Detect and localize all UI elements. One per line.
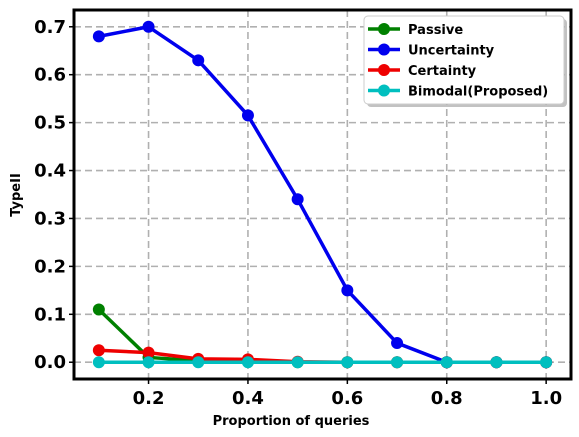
x-tick-label: 1.0: [530, 388, 562, 409]
legend-label: Passive: [408, 23, 463, 38]
legend-box: [363, 15, 565, 105]
y-axis-label: TypeII: [9, 173, 24, 217]
y-tick-label: 0.2: [34, 256, 66, 277]
series-certainty: [92, 344, 553, 369]
data-point: [241, 356, 254, 369]
y-tick-label: 0.7: [34, 17, 66, 38]
legend-item: Passive: [368, 23, 463, 38]
y-tick-label: 0.6: [34, 65, 66, 86]
data-point: [142, 356, 155, 369]
legend-label: Uncertainty: [408, 44, 495, 59]
data-point: [92, 30, 105, 43]
x-tick-label: 0.2: [133, 388, 165, 409]
series-passive: [92, 303, 553, 369]
data-point: [291, 356, 304, 369]
y-tick-label: 0.5: [34, 113, 66, 134]
x-axis-label: Proportion of queries: [213, 414, 370, 429]
data-point: [540, 356, 553, 369]
data-point: [192, 356, 205, 369]
x-tick-label: 0.8: [431, 388, 463, 409]
legend-swatch-marker: [378, 43, 390, 56]
y-tick-label: 0.4: [34, 161, 66, 182]
legend-label: Certainty: [408, 64, 477, 79]
data-point: [490, 356, 503, 369]
data-point: [440, 356, 453, 369]
y-tick-label: 0.1: [34, 304, 66, 325]
series-layer: [92, 20, 553, 369]
data-point: [341, 284, 354, 297]
data-point: [391, 337, 404, 350]
y-tick-label: 0.0: [34, 352, 66, 373]
data-point: [92, 344, 105, 357]
series-line: [98, 348, 547, 364]
data-point: [192, 54, 205, 67]
legend-item: Uncertainty: [368, 43, 495, 59]
axis-ticks: 0.0 0.1 0.2 0.3 0.4 0.5 0.6 0.7 0.2 0.4 0.6 0.8 1.0: [34, 17, 562, 409]
data-point: [391, 356, 404, 369]
legend: Passive Uncertainty Certainty Bimodal(Propo…: [363, 15, 567, 107]
legend-label: Bimodal(Proposed): [408, 85, 548, 100]
y-tick-label: 0.3: [34, 208, 66, 229]
legend-item: Certainty: [368, 64, 477, 79]
data-point: [341, 356, 354, 369]
data-point: [142, 20, 155, 33]
plot-frame: [72, 8, 573, 381]
data-point: [291, 193, 304, 206]
series-bimodal-proposed: [92, 356, 553, 369]
legend-swatch-marker: [378, 23, 390, 35]
legend-swatch-marker: [378, 64, 390, 76]
data-point: [92, 356, 105, 369]
data-point: [241, 109, 254, 122]
legend-swatch-marker: [378, 84, 390, 97]
legend-item: Bimodal(Proposed): [368, 84, 548, 100]
x-tick-label: 0.6: [331, 388, 363, 409]
x-tick-label: 0.4: [232, 388, 264, 409]
data-point: [142, 346, 155, 359]
data-point: [92, 303, 105, 316]
